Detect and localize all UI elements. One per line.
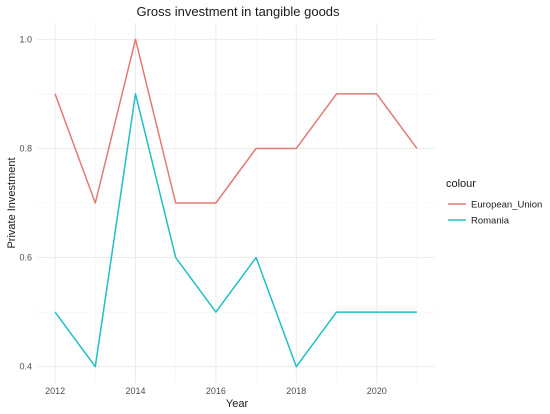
series-lines [54, 38, 418, 368]
x-tick-label: 2016 [206, 386, 226, 396]
y-tick-label: 1.0 [19, 34, 32, 44]
y-tick-label: 0.6 [19, 253, 32, 263]
chart-title: Gross investment in tangible goods [136, 4, 340, 19]
legend: colour European_Union Romania [446, 178, 542, 227]
y-axis-ticks: 0.4 0.6 0.8 1.0 [19, 34, 32, 371]
legend-label: Romania [471, 216, 510, 227]
x-tick-label: 2012 [45, 386, 65, 396]
x-axis-title: Year [226, 398, 249, 410]
x-tick-label: 2018 [286, 386, 306, 396]
x-tick-label: 2020 [367, 386, 387, 396]
legend-label: European_Union [471, 200, 542, 211]
legend-title: colour [446, 178, 476, 190]
y-axis-title: Private Investment [6, 157, 18, 248]
plot-grid [37, 23, 435, 383]
series-line-european-union [54, 38, 418, 204]
x-axis-ticks: 2012 2014 2016 2018 2020 [45, 386, 387, 396]
y-tick-label: 0.8 [19, 143, 32, 153]
x-tick-label: 2014 [125, 386, 145, 396]
y-tick-label: 0.4 [19, 362, 32, 372]
series-line-romania [54, 93, 417, 368]
